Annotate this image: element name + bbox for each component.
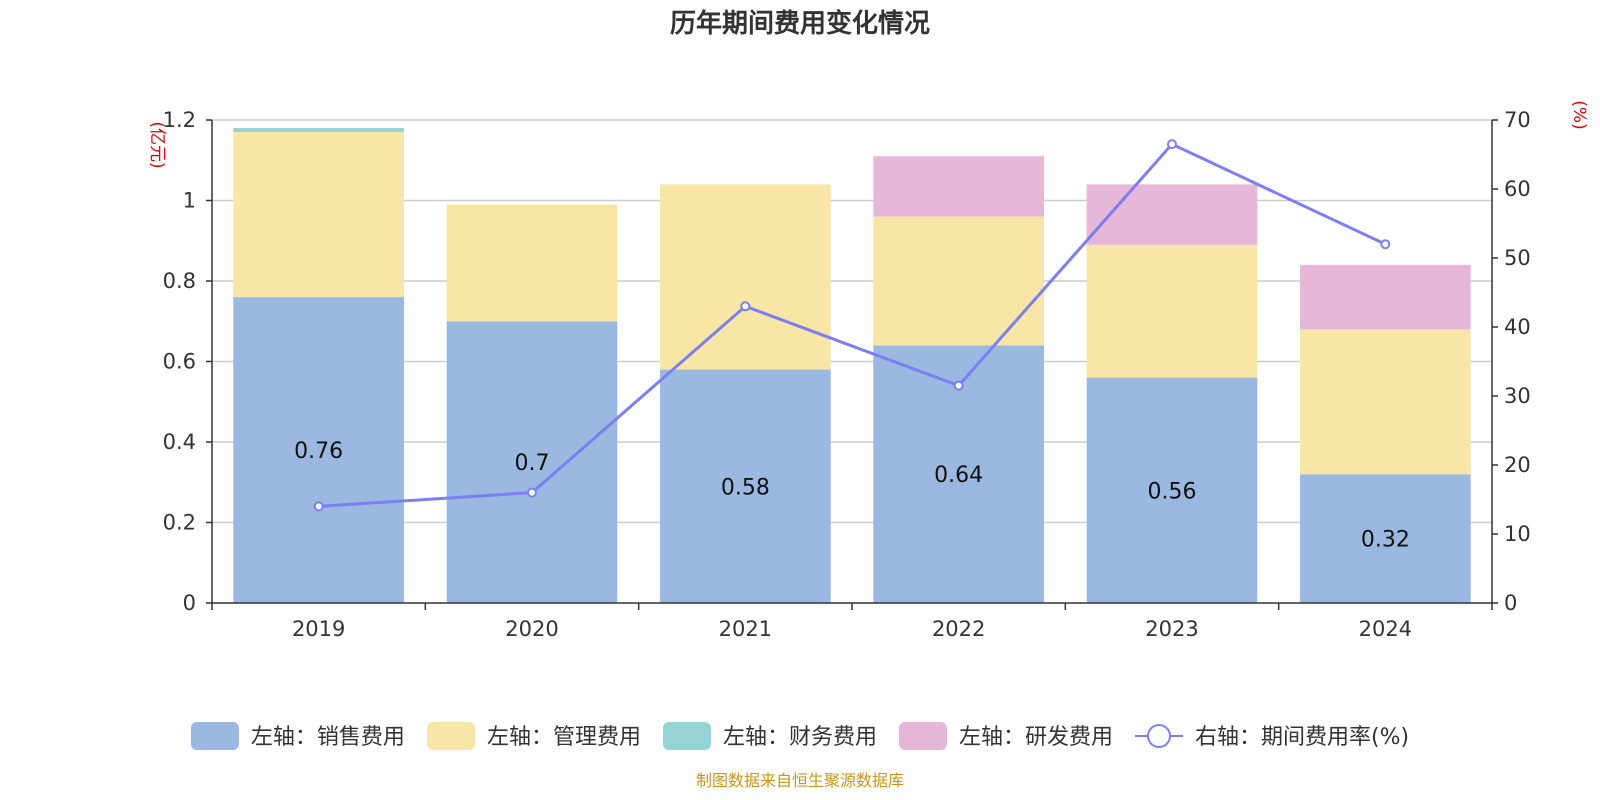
bars — [233, 128, 1471, 603]
bar-segment — [1300, 329, 1471, 475]
right-axis-tick-label: 0 — [1504, 591, 1517, 615]
legend-swatch — [426, 722, 475, 750]
right-axis-tick-label: 60 — [1504, 177, 1531, 201]
bar-segment — [1086, 377, 1258, 603]
left-axis-tick-label: 0.8 — [163, 269, 196, 293]
left-axis-tick-label: 1.2 — [163, 108, 196, 132]
rate-point — [953, 380, 964, 391]
legend-line-marker — [1146, 724, 1171, 748]
left-axis-tick-label: 0 — [183, 591, 196, 615]
chart-title: 历年期间费用变化情况 — [670, 8, 930, 39]
x-axis-tick-label: 2019 — [292, 617, 345, 641]
footer-source: 制图数据来自恒生聚源数据库 — [696, 771, 904, 790]
x-axis-tick-label: 2024 — [1359, 617, 1412, 641]
right-axis-tick-label: 20 — [1504, 453, 1531, 477]
left-axis-tick-label: 0.6 — [163, 350, 196, 374]
bar-segment — [1300, 474, 1471, 603]
legend-swatch — [190, 722, 239, 750]
bar-segment — [233, 297, 404, 603]
axes: 0 0.2 0.4 0.6 0.8 1 1.2 0 10 20 30 40 50 60 70 2019 2020… — [163, 108, 1531, 641]
bar-segment — [1086, 184, 1258, 245]
bar-segment — [1300, 264, 1471, 330]
left-axis-tick-label: 1 — [183, 189, 196, 213]
bar-value-label: 0.64 — [934, 463, 983, 488]
right-axis-tick-label: 30 — [1504, 384, 1531, 408]
bar-segment — [233, 128, 404, 133]
rate-line — [318, 142, 1386, 508]
bar-value-label: 0.58 — [721, 475, 770, 500]
legend: 左轴：销售费用 左轴：管理费用 左轴：财务费用 左轴：研发费用 右轴：期间费用率(%) — [190, 722, 1409, 750]
left-axis-unit: (亿元) — [147, 121, 167, 168]
bar-value-label: 0.56 — [1148, 479, 1197, 504]
bar-value-label: 0.76 — [294, 439, 343, 464]
bar-value-label: 0.7 — [515, 451, 550, 476]
legend-label: 右轴：期间费用率(%) — [1195, 725, 1409, 750]
left-axis-tick-label: 0.4 — [163, 430, 196, 454]
legend-label: 左轴：财务费用 — [723, 725, 877, 750]
legend-label: 左轴：管理费用 — [487, 725, 641, 750]
x-axis-tick-label: 2023 — [1145, 617, 1198, 641]
right-axis-tick-label: 70 — [1504, 108, 1531, 132]
bar-segment — [233, 132, 404, 298]
legend-swatch — [898, 722, 947, 750]
bar-segment — [446, 204, 618, 322]
bar-segment — [660, 369, 831, 603]
x-axis-tick-label: 2021 — [719, 617, 772, 641]
legend-swatch — [662, 722, 711, 750]
rate-line-series — [313, 139, 1391, 512]
bar-segment — [1086, 244, 1258, 378]
rate-point — [527, 487, 537, 498]
legend-label: 左轴：研发费用 — [959, 725, 1113, 750]
x-axis-tick-label: 2020 — [505, 617, 558, 641]
bar-segment — [446, 321, 618, 603]
right-axis-tick-label: 50 — [1504, 246, 1531, 270]
right-axis-unit: (%) — [1569, 100, 1589, 129]
right-axis-tick-label: 40 — [1504, 315, 1531, 339]
rate-point — [740, 301, 751, 312]
bar-segment — [873, 216, 1044, 346]
rate-point — [1380, 239, 1391, 250]
right-axis-tick-label: 10 — [1504, 522, 1531, 546]
rate-point — [313, 501, 324, 512]
rate-point — [1167, 139, 1177, 150]
legend-label: 左轴：销售费用 — [251, 725, 405, 750]
bar-segment — [660, 184, 831, 370]
bar-segment — [873, 156, 1044, 217]
bar-value-labels: 0.76 0.7 0.58 0.64 0.56 0.32 — [294, 439, 1410, 553]
bar-value-label: 0.32 — [1361, 528, 1410, 553]
x-axis-tick-label: 2022 — [932, 617, 985, 641]
grid-lines — [212, 119, 1492, 524]
left-axis-tick-label: 0.2 — [163, 511, 196, 535]
